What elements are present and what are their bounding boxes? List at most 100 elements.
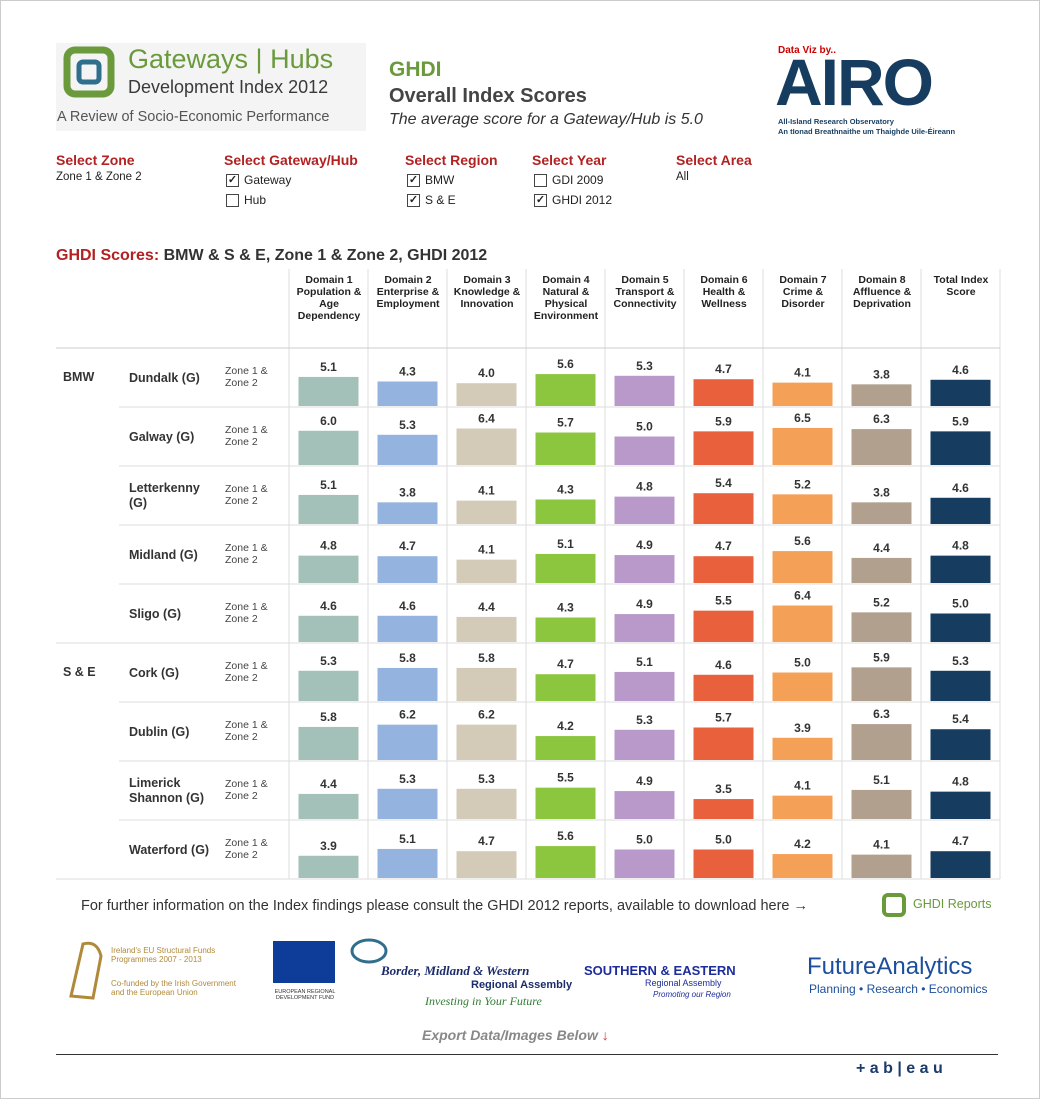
- bar: [614, 671, 675, 701]
- bar: [298, 494, 359, 524]
- value-label: 4.3: [557, 600, 574, 614]
- value-label: 4.8: [320, 539, 337, 553]
- bar: [535, 736, 596, 760]
- value-label: 4.2: [557, 719, 574, 733]
- option-label[interactable]: S & E: [425, 193, 456, 207]
- subtitle: Overall Index Scores: [389, 85, 587, 107]
- logo-icon: [63, 46, 115, 98]
- value-label: 4.0: [478, 366, 495, 380]
- value-label: 6.2: [478, 708, 495, 722]
- column-header: Domain 8 Affluence & Deprivation: [852, 274, 912, 310]
- option-label[interactable]: Hub: [244, 193, 267, 207]
- bar: [930, 497, 991, 524]
- bar: [298, 615, 359, 642]
- filter-option[interactable]: Hub: [226, 190, 266, 210]
- bar: [377, 381, 438, 406]
- bar: [851, 557, 912, 583]
- footer-info[interactable]: For further information on the Index fin…: [81, 898, 809, 914]
- checkbox[interactable]: ✓: [407, 173, 420, 187]
- value-label: 4.9: [636, 774, 653, 788]
- option-label[interactable]: GDI 2009: [552, 173, 604, 187]
- tableau-logo[interactable]: + a b | e a u: [856, 1060, 943, 1077]
- bmw-slogan: Investing in Your Future: [425, 994, 542, 1008]
- score-grid: 5.1 4.3 4.0 5.6 5.3 4.7 4.1 3.8 4.6 6.0 5.3 6.4 5.7 5…: [56, 269, 1001, 880]
- reports-icon[interactable]: [881, 892, 907, 918]
- bar: [535, 617, 596, 642]
- value-label: 3.9: [794, 721, 811, 735]
- filter-option[interactable]: ✓ Gateway: [226, 170, 291, 190]
- option-label[interactable]: BMW: [425, 173, 455, 187]
- value-label: 5.1: [873, 773, 890, 787]
- value-label: 4.6: [952, 481, 969, 495]
- bar: [930, 555, 991, 583]
- harp-icon: [69, 941, 103, 1000]
- column-header: Domain 7 Crime & Disorder: [779, 274, 827, 310]
- value-label: 4.6: [320, 599, 337, 613]
- column-header: Domain 4 Natural & Physical Environment: [533, 274, 599, 322]
- value-label: 5.9: [952, 414, 969, 428]
- checkbox[interactable]: ✓: [534, 193, 547, 207]
- bar: [614, 614, 675, 642]
- option-label[interactable]: GHDI 2012: [552, 193, 613, 207]
- region-label: S & E: [63, 665, 96, 679]
- checkbox[interactable]: ✓: [226, 173, 239, 187]
- bar: [851, 384, 912, 406]
- value-label: 4.1: [794, 366, 811, 380]
- checkbox[interactable]: [534, 173, 547, 187]
- filter-option[interactable]: ✓ S & E: [407, 190, 456, 210]
- row-name: Waterford (G): [129, 842, 210, 857]
- checkbox[interactable]: [226, 193, 239, 207]
- bmw-name: Border, Midland & Western: [381, 963, 530, 978]
- filter-option[interactable]: ✓ GHDI 2012: [534, 190, 612, 210]
- value-label: 5.0: [715, 833, 732, 847]
- value-label: 6.4: [478, 412, 495, 426]
- export-link[interactable]: Export Data/Images Below ↓: [422, 1027, 609, 1043]
- value-label: 6.3: [873, 412, 890, 426]
- bar: [693, 849, 754, 878]
- value-label: 5.4: [952, 712, 969, 726]
- row-zone: Zone 1 & Zone 2: [225, 660, 268, 684]
- option-label[interactable]: Gateway: [244, 173, 292, 187]
- bar: [772, 737, 833, 760]
- bar: [772, 854, 833, 878]
- bar: [535, 499, 596, 524]
- bar: [930, 791, 991, 819]
- bmw-icon: [350, 938, 388, 964]
- bar: [772, 605, 833, 642]
- value-label: 5.5: [557, 771, 574, 785]
- filter-option[interactable]: GDI 2009: [534, 170, 603, 190]
- export-arrow[interactable]: ↓: [601, 1027, 609, 1043]
- bar: [456, 428, 517, 465]
- value-label: 5.7: [557, 416, 574, 430]
- filter-value[interactable]: Zone 1 & Zone 2: [56, 171, 142, 183]
- checkbox[interactable]: ✓: [407, 193, 420, 207]
- bar: [377, 615, 438, 642]
- value-label: 5.2: [873, 595, 890, 609]
- row-zone: Zone 1 & Zone 2: [225, 542, 268, 566]
- fa-tagline: Planning • Research • Economics: [809, 982, 988, 996]
- se-slogan: Promoting our Region: [653, 990, 731, 999]
- erdf: EUROPEAN REGIONAL DEVELOPMENT FUND: [274, 989, 336, 1001]
- bar: [456, 724, 517, 760]
- filter-option[interactable]: ✓ BMW: [407, 170, 454, 190]
- reports-link[interactable]: GHDI Reports: [913, 897, 992, 911]
- bar: [772, 672, 833, 701]
- bar: [456, 667, 517, 701]
- logo-title: Gateways | Hubs: [128, 44, 334, 74]
- filter-label: Select Year: [532, 152, 607, 168]
- value-label: 4.2: [794, 837, 811, 851]
- bar: [614, 729, 675, 760]
- se-assembly: Regional Assembly: [645, 978, 722, 988]
- export-text[interactable]: Export Data/Images Below: [422, 1027, 598, 1043]
- airo-ga: An tIonad Breathnaithe um Thaighde Uile-…: [778, 127, 956, 136]
- row-name: Sligo (G): [129, 606, 182, 621]
- bar: [377, 502, 438, 524]
- filter-value[interactable]: All: [676, 171, 689, 183]
- value-label: 4.1: [794, 779, 811, 793]
- value-label: 4.9: [636, 597, 653, 611]
- bar: [851, 724, 912, 760]
- row-zone: Zone 1 & Zone 2: [225, 365, 268, 389]
- title: GHDI: [389, 58, 442, 81]
- column-header: Total Index Score: [933, 274, 989, 298]
- row-zone: Zone 1 & Zone 2: [225, 601, 268, 625]
